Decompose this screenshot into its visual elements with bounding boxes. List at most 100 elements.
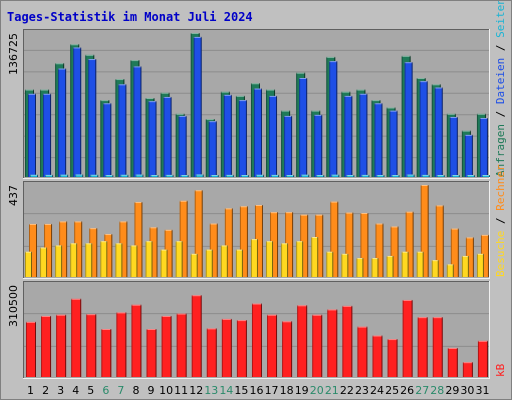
bar-seiten xyxy=(421,174,430,177)
bar-kb xyxy=(191,295,202,377)
bar-besuche xyxy=(115,243,123,277)
bar-dateien xyxy=(118,84,127,177)
bar-dateien xyxy=(284,115,293,177)
x-label: 12 xyxy=(189,384,203,397)
legend-hits: Anfragen / Dateien / Seiten xyxy=(494,1,507,177)
bar-kb xyxy=(146,329,157,377)
bar-seiten xyxy=(240,174,249,177)
chart-title: Tages-Statistik im Monat Juli 2024 xyxy=(7,10,253,24)
x-label: 4 xyxy=(72,384,79,397)
x-label: 21 xyxy=(325,384,339,397)
bar-kb xyxy=(56,314,67,377)
bar-dateien xyxy=(419,81,428,177)
bar-besuche xyxy=(55,245,63,277)
bar-seiten xyxy=(271,174,280,177)
bar-kb xyxy=(402,299,413,377)
bar-kb xyxy=(116,312,127,377)
bar-besuche xyxy=(70,243,78,277)
x-label: 23 xyxy=(355,384,369,397)
legend-entry: Dateien xyxy=(494,58,507,104)
x-label: 30 xyxy=(460,384,474,397)
bar-kb xyxy=(447,347,458,377)
bar-besuche xyxy=(281,243,289,277)
bar-seiten xyxy=(45,174,54,177)
bar-seiten xyxy=(30,174,38,177)
x-label: 19 xyxy=(295,384,309,397)
x-label: 9 xyxy=(148,384,155,397)
x-label: 24 xyxy=(370,384,384,397)
bar-seiten xyxy=(210,175,219,177)
bar-seiten xyxy=(346,174,355,177)
y-max-label: 310500 xyxy=(7,285,20,327)
bar-dateien xyxy=(193,36,202,177)
x-label: 28 xyxy=(430,384,444,397)
x-label: 8 xyxy=(132,384,139,397)
bar-dateien xyxy=(269,95,278,177)
bar-dateien xyxy=(359,93,368,177)
bar-seiten xyxy=(286,175,295,177)
bar-seiten xyxy=(255,174,264,177)
bar-besuche xyxy=(205,249,213,277)
y-max-label: 437 xyxy=(7,185,20,206)
bar-dateien xyxy=(479,118,488,177)
x-label: 7 xyxy=(117,384,124,397)
bar-kb xyxy=(327,309,338,377)
bar-dateien xyxy=(103,103,112,177)
bar-seiten xyxy=(195,174,204,177)
bar-seiten xyxy=(135,174,144,177)
panel-kb: 310500 xyxy=(7,281,490,379)
x-label: 25 xyxy=(385,384,399,397)
x-label: 29 xyxy=(445,384,459,397)
bar-kb xyxy=(101,329,112,377)
x-label: 1 xyxy=(27,384,34,397)
bar-besuche xyxy=(266,241,274,277)
bar-seiten xyxy=(361,174,370,177)
bar-dateien xyxy=(208,121,217,177)
bar-dateien xyxy=(314,114,323,177)
x-label: 15 xyxy=(234,384,248,397)
bar-dateien xyxy=(464,134,473,177)
bar-kb xyxy=(342,305,353,377)
bar-besuche xyxy=(356,258,364,277)
x-axis-labels: 1 2 3 4 5 6 7 8 9 10 11 12 13 14 15 16 17 18 19 20 21 22 23 24 2… xyxy=(27,384,489,397)
bar-dateien xyxy=(88,59,97,178)
legend-entry: / xyxy=(494,211,507,231)
x-label: 13 xyxy=(204,384,218,397)
bar-besuche xyxy=(326,251,334,277)
bar-dateien xyxy=(329,61,338,177)
x-label: 20 xyxy=(310,384,324,397)
bar-kb xyxy=(372,335,383,377)
bar-seiten xyxy=(90,174,99,177)
y-max-label: 136725 xyxy=(7,33,20,75)
x-label: 2 xyxy=(42,384,49,397)
bar-seiten xyxy=(451,175,460,177)
bar-dateien xyxy=(404,62,413,177)
bar-dateien xyxy=(73,47,82,177)
bar-kb xyxy=(282,321,293,377)
bar-besuche xyxy=(100,241,108,277)
bar-besuche xyxy=(130,245,138,277)
bar-besuche xyxy=(296,241,304,277)
bar-kb xyxy=(251,303,262,377)
bar-besuche xyxy=(40,247,48,277)
bar-besuche xyxy=(25,251,32,277)
bar-seiten xyxy=(180,175,189,177)
bar-kb xyxy=(312,314,323,377)
bar-kb xyxy=(26,321,36,377)
bar-besuche xyxy=(190,253,198,277)
x-label: 26 xyxy=(400,384,414,397)
panel-hits: 136725 xyxy=(7,29,490,179)
bar-seiten xyxy=(481,175,490,177)
bar-besuche xyxy=(235,249,243,277)
bar-dateien xyxy=(163,96,172,177)
bar-dateien xyxy=(58,68,67,177)
bar-besuche xyxy=(461,255,469,277)
bar-kb xyxy=(86,314,97,377)
bar-dateien xyxy=(43,93,52,177)
bar-seiten xyxy=(406,174,415,177)
bar-dateien xyxy=(28,93,36,177)
bar-dateien xyxy=(374,103,383,177)
bar-besuche xyxy=(341,253,349,277)
